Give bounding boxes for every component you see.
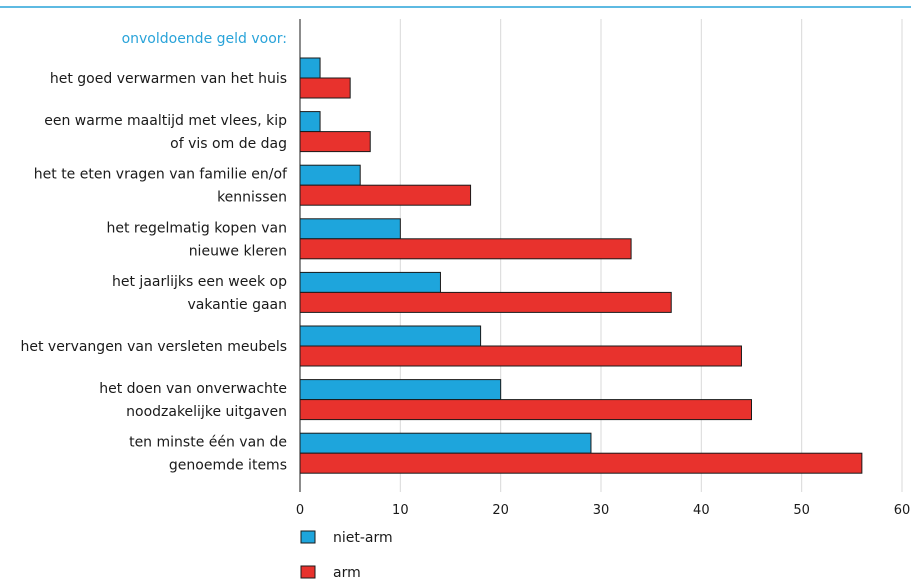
bar-arm-1 [299,131,371,153]
x-axis-ticks: 0 10 20 30 40 50 60 [296,503,910,518]
category-label-6-line-0: het doen van onverwachte [99,381,287,397]
x-tick-label-4: 40 [693,503,710,518]
legend-label-arm: arm [333,565,361,581]
x-tick-label-1: 10 [392,503,409,518]
legend-swatch-arm [300,565,316,579]
bar-niet-arm-3 [299,218,401,240]
category-label-7-line-0: ten minste één van de [129,435,287,451]
x-tick-label-5: 50 [793,503,810,518]
category-labels: het goed verwarmen van het huis een warme… [20,71,288,474]
x-tick-label-0: 0 [296,503,304,518]
legend-swatch-niet-arm [300,530,316,544]
bar-niet-arm-2 [299,164,361,186]
legend-label-niet-arm: niet-arm [333,530,393,546]
bar-arm-4 [299,291,672,313]
bar-arm-2 [299,184,472,206]
category-label-3-line-1: nieuwe kleren [189,243,287,259]
category-label-7-line-1: genoemde items [169,458,287,474]
category-label-4-line-1: vakantie gaan [187,297,287,313]
x-tick-label-2: 20 [492,503,509,518]
bar-arm-5 [299,345,742,367]
bar-niet-arm-7 [299,432,592,454]
chart-subtitle: onvoldoende geld voor: [122,31,287,47]
bar-arm-0 [299,77,351,99]
category-label-0-line-0: het goed verwarmen van het huis [50,71,287,87]
bar-niet-arm-5 [299,325,482,347]
category-label-4-line-0: het jaarlijks een week op [112,274,287,290]
legend: niet-arm arm [300,530,393,581]
bar-niet-arm-6 [299,379,502,401]
category-label-1-line-0: een warme maaltijd met vlees, kip [44,113,287,129]
category-label-1-line-1: of vis om de dag [170,136,287,152]
category-label-6-line-1: noodzakelijke uitgaven [126,404,287,420]
bars-layer [299,57,863,474]
bar-niet-arm-0 [299,57,321,79]
bar-niet-arm-1 [299,111,321,133]
x-tick-label-6: 60 [894,503,911,518]
category-label-2-line-1: kennissen [217,190,287,206]
bar-arm-7 [299,452,863,474]
category-label-2-line-0: het te eten vragen van familie en/of [34,167,288,183]
category-label-5-line-0: het vervangen van versleten meubels [20,339,287,355]
bar-arm-6 [299,399,752,421]
bar-arm-3 [299,238,632,260]
category-label-3-line-0: het regelmatig kopen van [106,220,287,236]
x-tick-label-3: 30 [593,503,610,518]
bar-niet-arm-4 [299,271,441,293]
